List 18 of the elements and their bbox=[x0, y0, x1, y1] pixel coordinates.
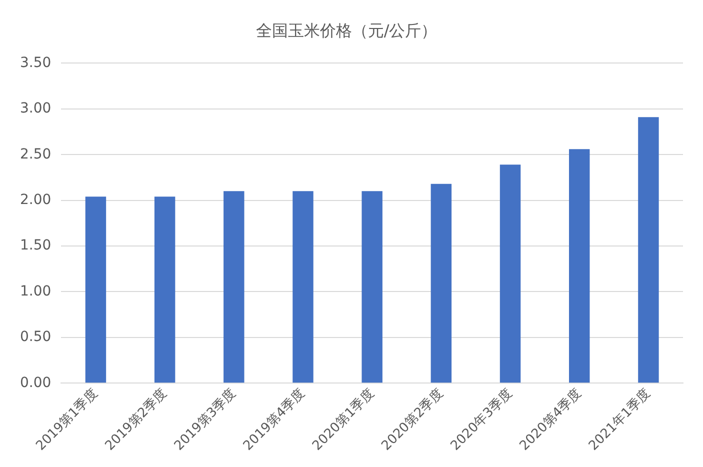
bar bbox=[292, 191, 314, 383]
y-tick-label: 0.00 bbox=[20, 374, 52, 391]
bar bbox=[85, 196, 106, 383]
y-tick-label: 3.00 bbox=[20, 100, 52, 117]
bar bbox=[500, 164, 521, 383]
y-tick-label: 2.50 bbox=[20, 146, 52, 162]
y-tick-label: 1.50 bbox=[20, 238, 52, 254]
bar bbox=[154, 196, 176, 383]
y-tick-label: 1.00 bbox=[20, 283, 52, 300]
y-tick-label: 0.50 bbox=[20, 329, 52, 346]
y-tick-label: 3.50 bbox=[20, 54, 52, 71]
y-tick-label: 2.00 bbox=[20, 192, 52, 208]
bar bbox=[362, 191, 382, 383]
bar bbox=[638, 117, 659, 383]
bar bbox=[569, 149, 590, 383]
bar bbox=[430, 184, 452, 383]
bar bbox=[224, 191, 244, 383]
chart-title: 全国玉米价格（元/公斤） bbox=[256, 20, 438, 40]
